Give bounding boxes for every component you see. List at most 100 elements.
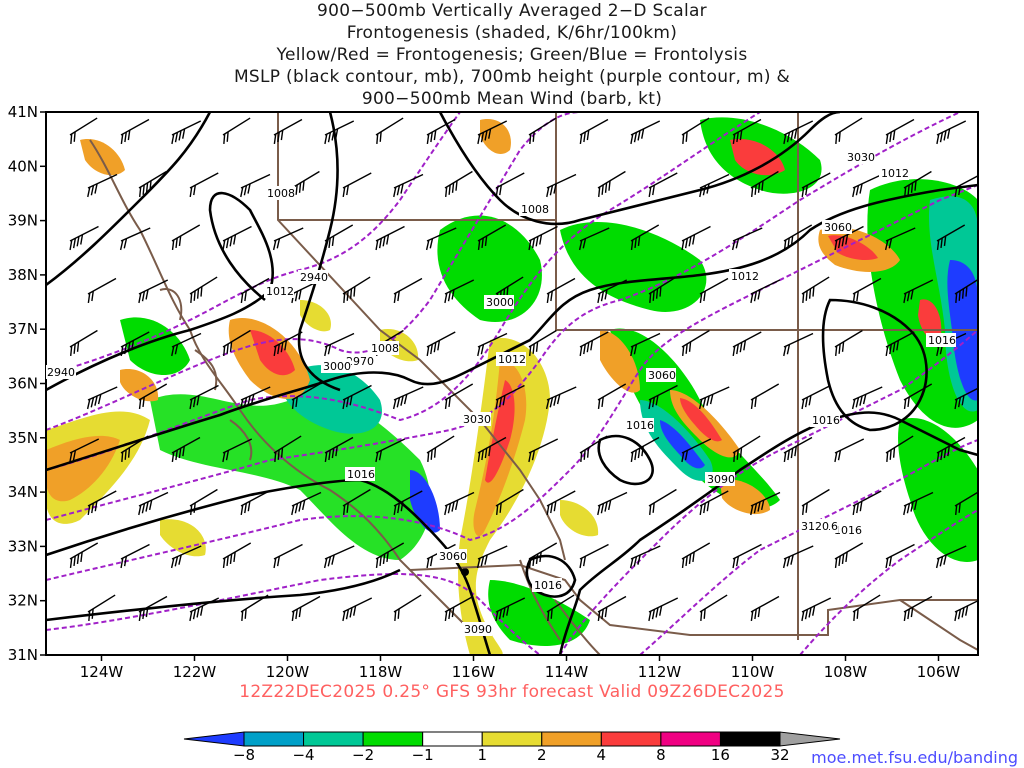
svg-text:116W: 116W (452, 663, 496, 681)
title-line-4: MSLP (black contour, mb), 700mb height (… (233, 67, 791, 87)
wind-barb (699, 277, 729, 304)
wind-barb (495, 172, 525, 198)
svg-text:3090: 3090 (707, 473, 735, 486)
wind-barb (750, 279, 781, 304)
wind-barb (444, 279, 475, 304)
wind-barb (630, 120, 661, 145)
wind-barb (375, 542, 405, 569)
wind-barb (291, 383, 321, 410)
wind-barb (648, 276, 677, 303)
lon-tick: 118W (359, 655, 403, 681)
svg-text:40N: 40N (8, 157, 38, 175)
wind-barb (476, 545, 508, 569)
wind-barb (189, 597, 220, 622)
svg-text:122W: 122W (173, 663, 217, 681)
colorbar-segment (243, 731, 305, 747)
wind-barb (648, 172, 678, 198)
wind-barb (597, 170, 626, 197)
wind-barb (936, 224, 966, 251)
wind-barb (393, 173, 424, 198)
svg-text:1016: 1016 (534, 579, 562, 592)
wind-barb (375, 438, 406, 463)
wind-barb (69, 225, 99, 251)
wind-barb (477, 224, 507, 251)
wind-barb (732, 331, 762, 357)
wind-barb (171, 436, 201, 463)
wind-barb (903, 279, 934, 304)
wind-barb (630, 436, 660, 463)
wind-barb (954, 384, 978, 410)
height-label: 3060 (646, 368, 676, 382)
wind-barb (936, 120, 967, 145)
wind-barb (698, 386, 730, 410)
svg-text:1012: 1012 (731, 270, 759, 283)
lat-tick: 33N (8, 537, 46, 555)
wind-barb (189, 384, 219, 410)
wind-barb (528, 117, 557, 144)
height-label: 2940 (298, 270, 328, 284)
wind-barb (852, 594, 881, 621)
lat-tick: 32N (8, 592, 46, 610)
mslp-label: 1012 (879, 166, 909, 180)
svg-text:1016: 1016 (347, 468, 375, 481)
wind-barb (138, 383, 168, 410)
svg-text:1008: 1008 (371, 342, 399, 355)
height-label: 2970 (344, 354, 374, 368)
wind-barb (732, 435, 761, 462)
wind-barb (495, 597, 526, 622)
wind-barb (324, 120, 355, 145)
wind-barb (222, 117, 251, 144)
mslp-label: 1016 (532, 578, 562, 592)
wind-barb (783, 436, 813, 463)
wind-barb (750, 383, 780, 410)
wind-barb (597, 383, 627, 410)
wind-barb (392, 386, 424, 410)
svg-text:2940: 2940 (300, 271, 328, 284)
wind-barb (119, 227, 151, 251)
wind-barb (903, 595, 933, 622)
mslp-label: 1008 (265, 186, 295, 200)
svg-text:32N: 32N (8, 592, 38, 610)
wind-barb (630, 332, 661, 357)
wind-barb (426, 331, 456, 357)
svg-text:1016: 1016 (928, 334, 956, 347)
wind-barb (189, 172, 219, 198)
wind-barb (783, 332, 814, 357)
political-borders (89, 112, 978, 655)
mslp-label: 1012 (264, 284, 294, 298)
svg-text:1016: 1016 (812, 414, 840, 427)
wind-barb (375, 117, 404, 144)
wind-barb (681, 117, 710, 144)
map-plot-area (46, 112, 978, 655)
svg-text:118W: 118W (359, 663, 403, 681)
wind-barb (138, 170, 167, 197)
credit-link[interactable]: moe.met.fsu.edu/banding (811, 748, 1018, 767)
colorbar-segment (600, 731, 662, 747)
wind-barb (477, 332, 508, 357)
svg-text:3030: 3030 (463, 413, 491, 426)
wind-barb (834, 438, 865, 463)
wind-barb (903, 491, 934, 516)
wind-barb (324, 224, 354, 251)
svg-text:114W: 114W (545, 663, 589, 681)
svg-text:3000: 3000 (323, 360, 351, 373)
lon-tick: 116W (452, 655, 496, 681)
lat-tick: 36N (8, 375, 46, 393)
wind-barb (783, 120, 814, 145)
wind-barb (324, 332, 355, 357)
lon-tick: 124W (80, 655, 123, 681)
wind-barb (86, 386, 118, 410)
svg-text:1012: 1012 (498, 353, 526, 366)
wind-barb (138, 595, 168, 622)
colorbar-segment (362, 731, 424, 747)
colorbar-label: 16 (711, 746, 730, 764)
wind-barb (222, 225, 252, 251)
wind-barb (273, 331, 303, 357)
mslp-label: 1012 (496, 352, 526, 366)
wind-barb (546, 490, 576, 516)
wind-barb (171, 224, 201, 251)
height-label: 3060 (437, 549, 467, 563)
latitude-axis: 41N 40N 39N 38N 37N 36N 35N 34N 33N 32N 31N (8, 103, 46, 664)
wind-barb (69, 438, 100, 463)
wind-barb (801, 597, 832, 622)
